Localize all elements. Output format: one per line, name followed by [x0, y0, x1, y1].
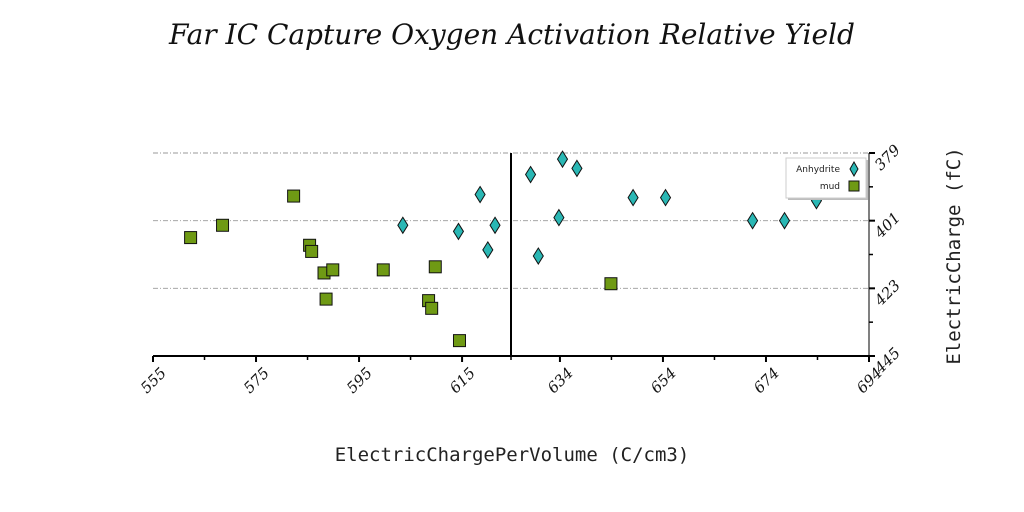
- data-point: [524, 165, 537, 184]
- x-tick-label: 555: [137, 364, 170, 397]
- data-points: [184, 150, 823, 348]
- x-tick-label: 654: [647, 364, 680, 397]
- data-point: [604, 277, 618, 291]
- data-point: [216, 218, 230, 232]
- x-tick-label: 674: [750, 364, 783, 397]
- x-tick-label: 575: [240, 364, 273, 397]
- data-point: [489, 216, 501, 235]
- data-point: [184, 231, 198, 245]
- data-point: [319, 292, 333, 306]
- legend-marker: [848, 180, 860, 192]
- data-point: [425, 301, 439, 315]
- y-tick-label: 401: [870, 209, 904, 243]
- data-point: [452, 334, 466, 348]
- legend-label: mud: [820, 182, 840, 192]
- data-point: [746, 211, 759, 230]
- data-point: [326, 263, 340, 277]
- x-tick-label: 595: [343, 364, 376, 397]
- data-point: [627, 188, 639, 207]
- series-anhydrite: [397, 150, 823, 265]
- data-point: [659, 188, 672, 207]
- legend-label: Anhydrite: [796, 165, 840, 175]
- legend-marker: [849, 160, 859, 178]
- data-point: [532, 247, 544, 265]
- data-point: [397, 216, 409, 235]
- chart-title: Far IC Capture Oxygen Activation Relativ…: [168, 18, 855, 51]
- y-axis-label: ElectricCharge (fC): [943, 147, 965, 364]
- legend: Anhydrite mud: [785, 157, 868, 200]
- data-point: [305, 244, 319, 258]
- x-tick-label: 634: [544, 364, 577, 397]
- x-axis-label: ElectricChargePerVolume (C/cm3): [335, 444, 690, 466]
- data-point: [428, 260, 442, 274]
- data-point: [556, 150, 569, 169]
- data-point: [376, 263, 390, 277]
- data-point: [452, 222, 465, 241]
- data-point: [474, 185, 486, 204]
- x-tick-label: 615: [446, 364, 479, 397]
- data-point: [287, 189, 301, 203]
- series-mud: [184, 189, 618, 348]
- x-axis-ticks: 555 575 595 615 634 654 674 694: [137, 356, 886, 397]
- data-point: [482, 240, 494, 259]
- y-tick-label: 379: [871, 141, 904, 174]
- y-tick-label: 423: [870, 276, 904, 310]
- data-point: [778, 211, 791, 230]
- data-point: [571, 159, 583, 178]
- data-point: [553, 208, 565, 227]
